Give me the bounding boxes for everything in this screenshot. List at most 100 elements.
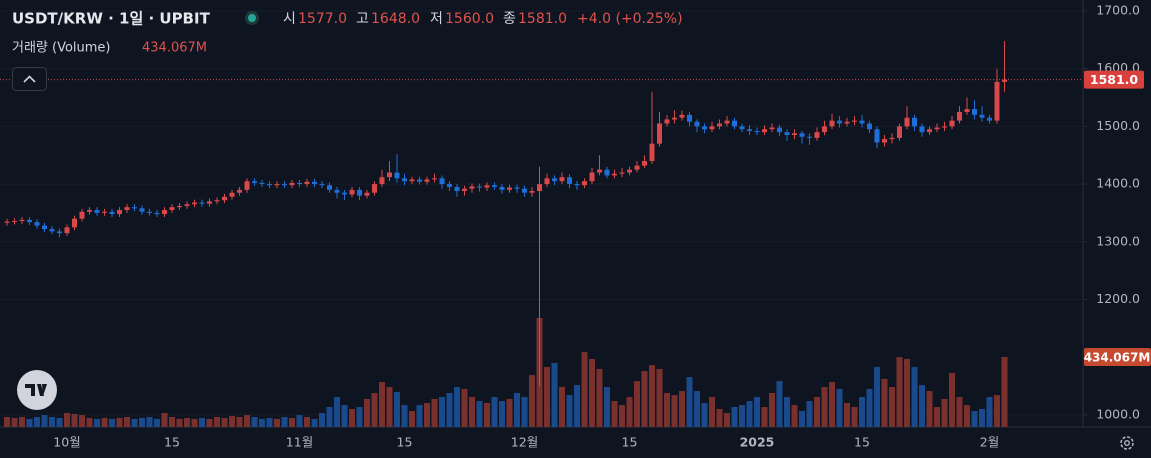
candle-body bbox=[612, 173, 617, 176]
volume-bar bbox=[56, 417, 63, 427]
candle-body bbox=[987, 117, 992, 121]
volume-bar bbox=[491, 397, 498, 427]
candle-body bbox=[807, 136, 812, 138]
candle-body bbox=[702, 126, 707, 130]
y-tick-label: 1300.0 bbox=[1096, 233, 1140, 248]
candle-body bbox=[634, 165, 640, 170]
volume-bar bbox=[236, 417, 243, 427]
candles bbox=[4, 40, 1007, 387]
logo-mark[interactable] bbox=[25, 384, 47, 396]
chevron-up[interactable] bbox=[23, 75, 36, 83]
candle-body bbox=[604, 169, 610, 176]
gear-hub[interactable] bbox=[1123, 440, 1130, 447]
volume-bar bbox=[821, 387, 828, 427]
volume-bar bbox=[889, 387, 895, 427]
candle-body bbox=[724, 120, 730, 124]
volume-bar bbox=[71, 413, 78, 427]
candle-body bbox=[342, 192, 347, 195]
candle-body bbox=[649, 143, 655, 161]
volume-bar bbox=[319, 412, 325, 427]
volume-bar bbox=[589, 358, 595, 427]
candle-body bbox=[432, 178, 437, 180]
candle-body bbox=[364, 192, 370, 196]
volume-bar bbox=[334, 397, 340, 427]
candle-body bbox=[657, 123, 662, 144]
candle-body bbox=[184, 204, 190, 206]
volume-bar bbox=[514, 392, 520, 427]
logo-circle[interactable] bbox=[17, 370, 57, 410]
volume-axis-label: 434.067M bbox=[1084, 351, 1151, 365]
volume-bar bbox=[206, 418, 213, 427]
volume-bar bbox=[139, 417, 145, 427]
tv-logo[interactable] bbox=[17, 370, 57, 410]
candle-body bbox=[147, 211, 152, 213]
high-value: 1648.0 bbox=[371, 11, 420, 27]
volume-bar bbox=[49, 417, 55, 427]
volume-bar bbox=[836, 388, 843, 427]
button-frame[interactable] bbox=[12, 67, 47, 91]
volume-bar bbox=[649, 365, 655, 427]
volume-bar bbox=[274, 418, 280, 427]
candle-body bbox=[499, 186, 505, 190]
volume-bar bbox=[544, 367, 550, 427]
volume-bar bbox=[986, 397, 993, 427]
volume-bar bbox=[124, 417, 130, 427]
x-tick-label: 15 bbox=[854, 435, 870, 450]
settings-button[interactable] bbox=[1120, 436, 1134, 450]
candle-body bbox=[597, 169, 602, 173]
volume-bar bbox=[266, 417, 273, 427]
close-value: 1581.0 bbox=[518, 11, 567, 27]
candle-body bbox=[424, 179, 430, 182]
candle-body bbox=[799, 133, 805, 137]
volume-bar bbox=[859, 397, 865, 427]
candle-body bbox=[222, 196, 227, 201]
volume-bar bbox=[626, 397, 633, 427]
volume-bar bbox=[251, 417, 258, 427]
volume-bar bbox=[386, 387, 393, 427]
candle-body bbox=[462, 188, 467, 191]
candle-body bbox=[544, 178, 550, 185]
gear[interactable] bbox=[1120, 436, 1134, 450]
volume-bar bbox=[551, 362, 558, 427]
candle-body bbox=[784, 132, 790, 136]
volume-bar bbox=[851, 407, 858, 427]
volume-bar bbox=[776, 381, 783, 427]
candle-body bbox=[897, 126, 902, 138]
candle-body bbox=[312, 181, 317, 185]
candle-body bbox=[522, 188, 527, 193]
candle-body bbox=[477, 186, 482, 188]
candle-body bbox=[964, 109, 970, 112]
candle-body bbox=[642, 160, 647, 166]
volume-bar bbox=[199, 417, 205, 427]
candle-body bbox=[177, 205, 182, 208]
volume-bar bbox=[439, 397, 445, 427]
candle-body bbox=[79, 211, 85, 219]
candle-body bbox=[387, 172, 392, 178]
candle-body bbox=[844, 121, 850, 124]
candle-body bbox=[829, 120, 835, 127]
candle-body bbox=[867, 123, 872, 130]
volume-bar bbox=[169, 417, 175, 427]
volume-bar bbox=[326, 407, 333, 427]
candle-body bbox=[507, 187, 512, 190]
candle-body bbox=[949, 120, 955, 127]
candle-body bbox=[619, 172, 625, 174]
volume-bar bbox=[716, 408, 723, 427]
candle-body bbox=[792, 133, 797, 136]
volume-bar bbox=[26, 418, 33, 427]
chart-title: USDT/KRW · 1일 · UPBIT bbox=[12, 10, 211, 28]
candle-body bbox=[769, 127, 775, 130]
candle-body bbox=[304, 181, 310, 185]
candle-body bbox=[12, 221, 17, 223]
collapse-button[interactable] bbox=[12, 67, 47, 91]
volume-bar bbox=[341, 405, 348, 427]
volume-bar bbox=[881, 378, 888, 427]
candle-body bbox=[162, 210, 167, 215]
candle-body bbox=[664, 119, 670, 124]
volume-bar bbox=[784, 397, 790, 427]
x-tick-label: 10월 bbox=[53, 435, 80, 450]
candle-body bbox=[874, 129, 880, 143]
y-tick-label: 1500.0 bbox=[1096, 118, 1140, 133]
volume-bars bbox=[4, 318, 1008, 427]
